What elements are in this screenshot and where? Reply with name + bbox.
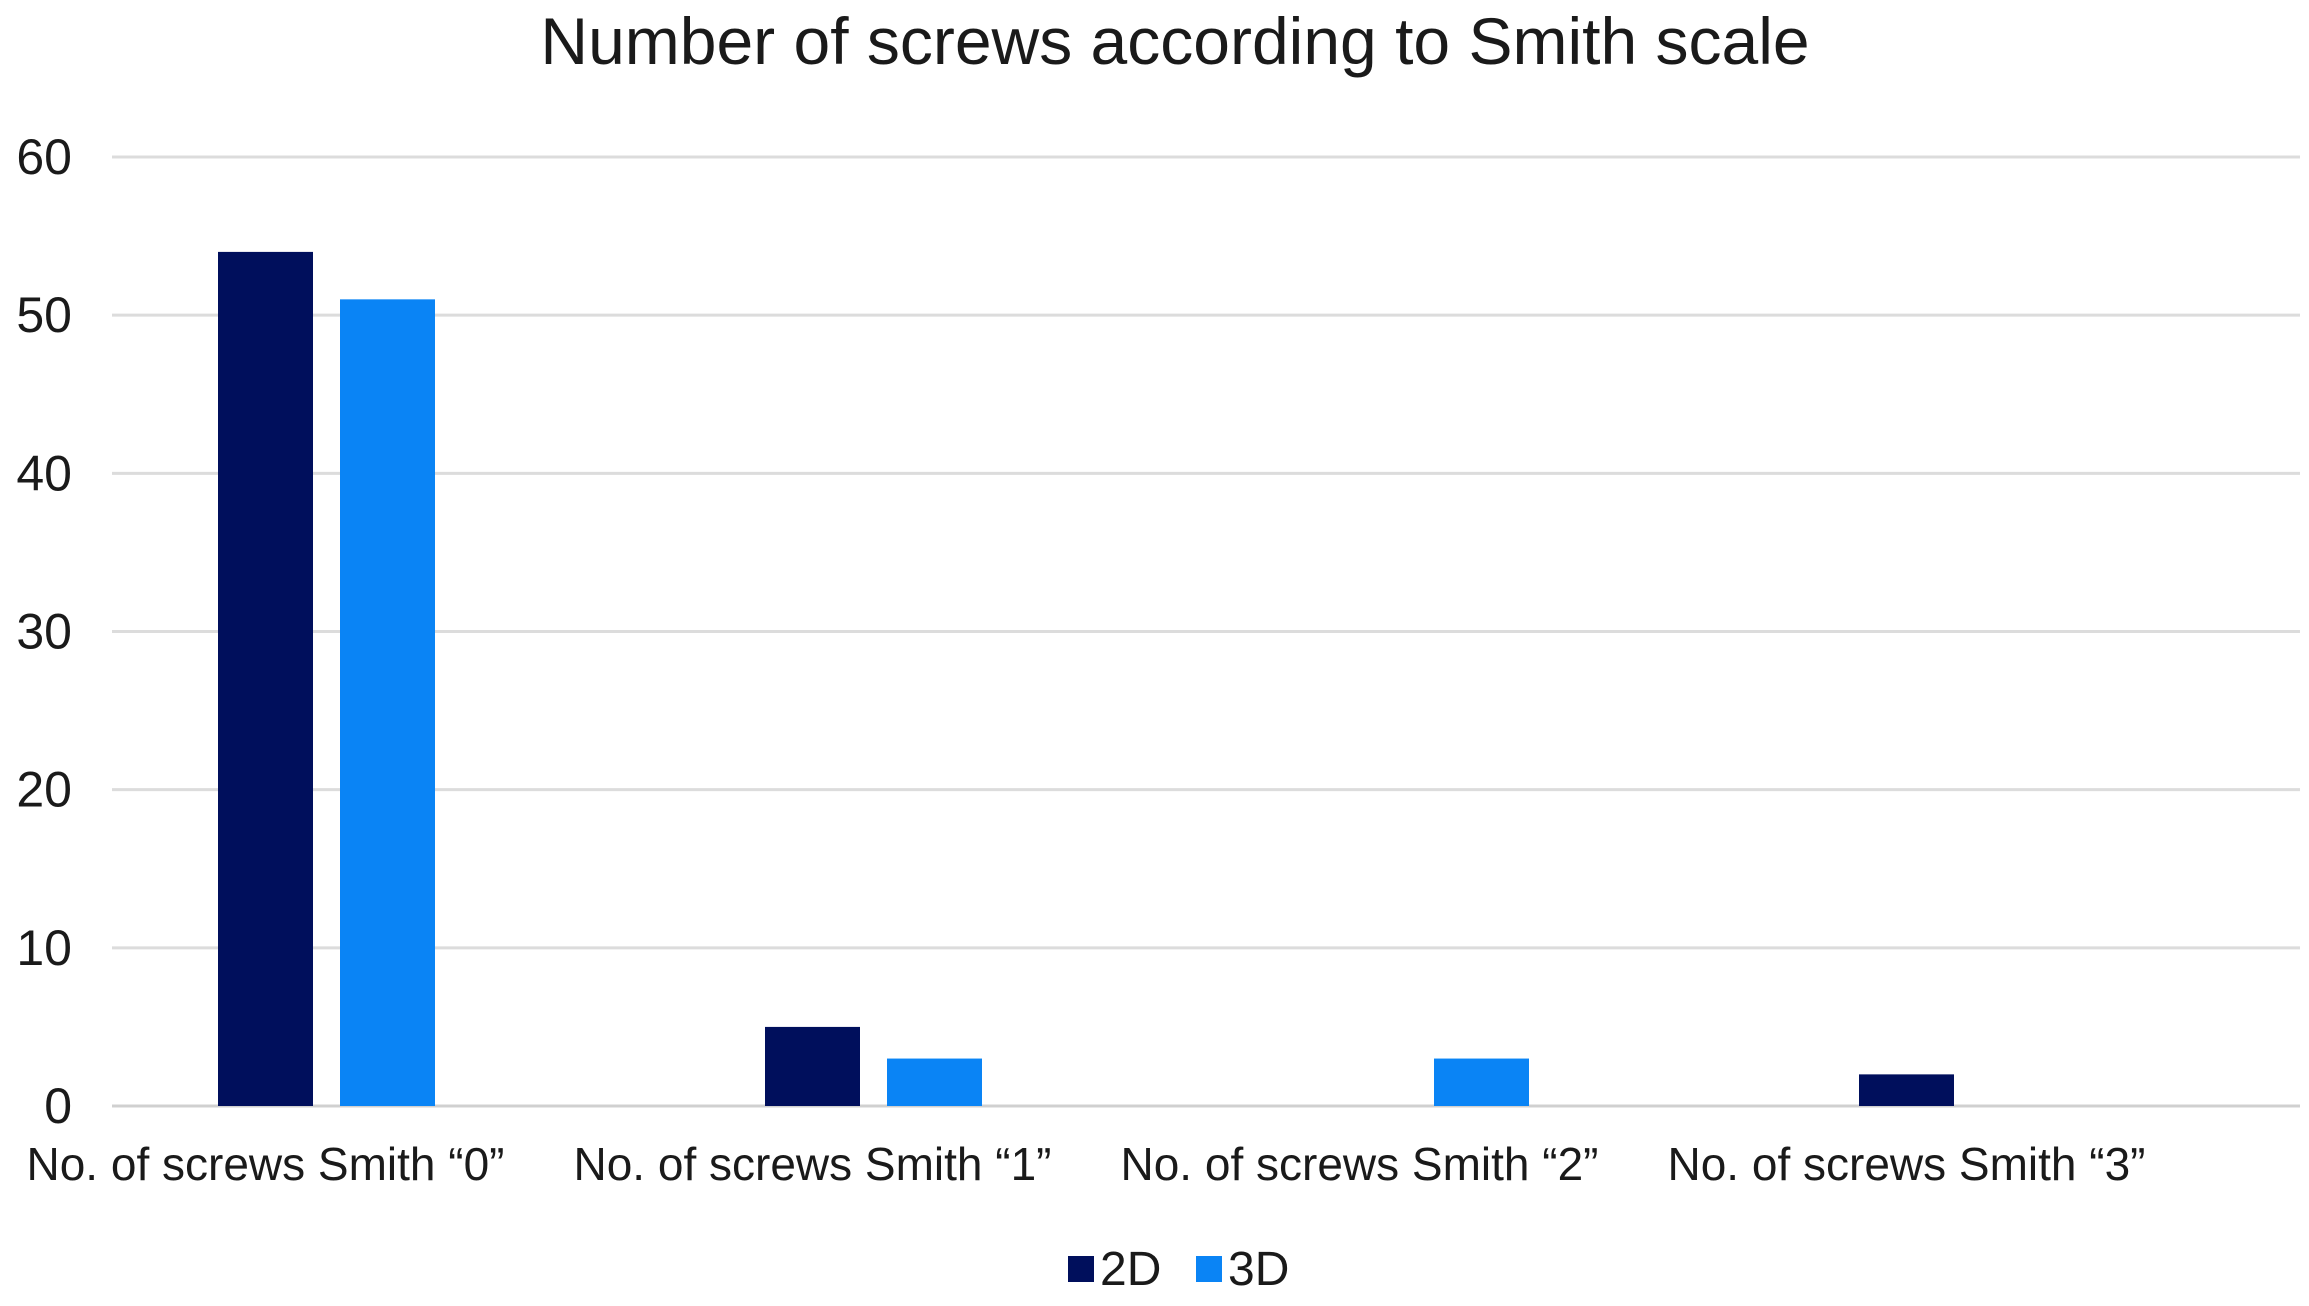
bar-2d-cat-0 — [218, 251, 313, 1106]
y-tick-label: 40 — [16, 445, 72, 501]
legend-swatch-3d — [1196, 1256, 1222, 1282]
y-tick-label: 30 — [16, 604, 72, 660]
legend-label-2d: 2D — [1100, 1243, 1161, 1296]
legend: 2D 3D — [1068, 1243, 1289, 1296]
bar-3d-cat-2 — [1434, 1058, 1529, 1106]
gridlines — [112, 155, 2300, 1108]
x-category-label: No. of screws Smith “2” — [1121, 1138, 1599, 1190]
bars — [218, 251, 1954, 1107]
y-tick-label: 10 — [16, 920, 72, 976]
legend-swatch-2d — [1068, 1256, 1094, 1282]
y-tick-label: 0 — [44, 1078, 72, 1134]
bar-2d-cat-1 — [765, 1026, 860, 1106]
legend-label-3d: 3D — [1228, 1243, 1289, 1296]
x-category-label: No. of screws Smith “3” — [1668, 1138, 2146, 1190]
y-tick-label: 60 — [16, 129, 72, 185]
chart-title: Number of screws according to Smith scal… — [540, 4, 1809, 78]
bar-3d-cat-1 — [887, 1058, 982, 1106]
y-axis-tick-labels: 0 10 20 30 40 50 60 — [16, 129, 72, 1134]
x-axis-category-labels: No. of screws Smith “0” No. of screws Smi… — [27, 1138, 2146, 1190]
y-tick-label: 50 — [16, 287, 72, 343]
bar-2d-cat-3 — [1859, 1074, 1954, 1106]
bar-3d-cat-0 — [340, 299, 435, 1107]
x-category-label: No. of screws Smith “0” — [27, 1138, 505, 1190]
x-category-label: No. of screws Smith “1” — [574, 1138, 1052, 1190]
y-tick-label: 20 — [16, 762, 72, 818]
